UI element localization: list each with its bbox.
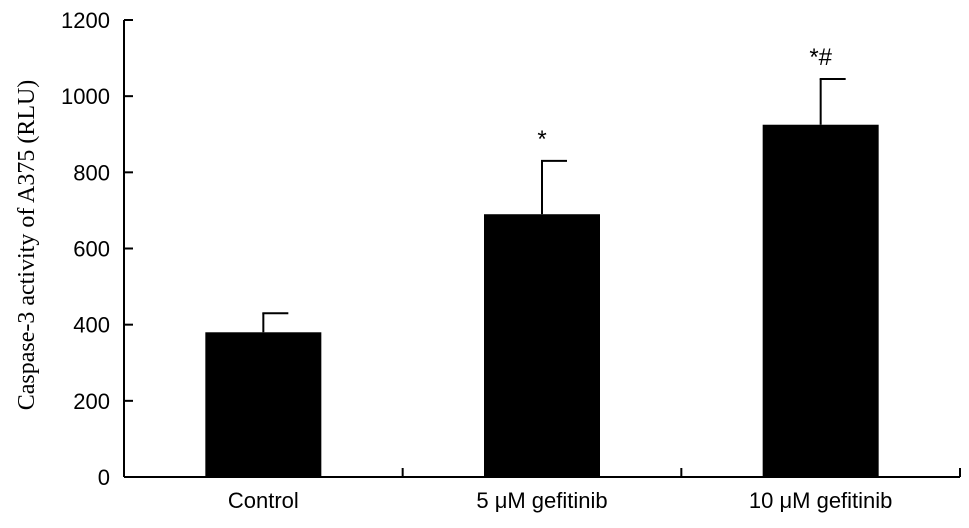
category-label: Control — [228, 488, 299, 513]
y-ticks: 0 200 400 600 800 1000 1200 — [61, 8, 133, 490]
category-label: 5 μM gefitinib — [476, 488, 607, 513]
y-tick-label: 400 — [73, 313, 110, 338]
bar — [205, 332, 322, 477]
significance-marker: *# — [809, 44, 832, 71]
y-tick-label: 800 — [73, 160, 110, 185]
bars — [205, 124, 879, 478]
significance-marker: * — [537, 126, 546, 153]
bar — [762, 124, 879, 478]
y-tick-label: 1200 — [61, 8, 110, 33]
y-tick-label: 1000 — [61, 84, 110, 109]
y-tick-label: 0 — [98, 465, 110, 490]
significance-annotations: * *# — [537, 44, 832, 153]
bar — [484, 214, 600, 477]
category-label: 10 μM gefitinib — [749, 488, 893, 513]
category-labels: Control 5 μM gefitinib 10 μM gefitinib — [228, 488, 893, 513]
y-tick-label: 600 — [73, 237, 110, 262]
y-tick-label: 200 — [73, 389, 110, 414]
error-bars — [262, 78, 846, 333]
y-axis-title: Caspase-3 activity of A375 (RLU) — [14, 80, 40, 411]
